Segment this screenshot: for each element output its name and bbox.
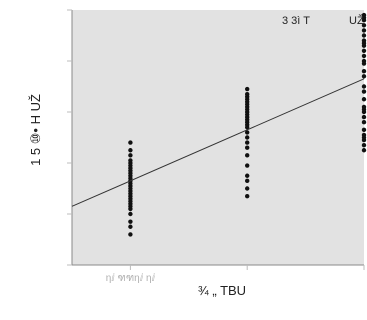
data-point-2-7 xyxy=(361,114,367,120)
x-axis-tick-labels: ηⅈ ฑฑηⅈ ηⅈ xyxy=(106,273,156,284)
data-point-2-25 xyxy=(361,23,367,28)
data-point-2-24 xyxy=(361,28,367,33)
data-point-1-9 xyxy=(245,130,250,135)
data-point-1-3 xyxy=(245,173,250,178)
data-point-2-28 xyxy=(361,12,367,18)
data-point-1-4 xyxy=(245,163,250,168)
data-points xyxy=(128,12,367,237)
data-point-0-3 xyxy=(128,211,133,217)
data-point-1-7 xyxy=(245,140,250,145)
data-point-2-14 xyxy=(361,74,367,79)
data-point-0-23 xyxy=(128,158,133,163)
data-point-2-23 xyxy=(361,33,367,38)
data-point-2-13 xyxy=(361,84,367,89)
data-point-2-11 xyxy=(361,97,367,102)
data-point-0-2 xyxy=(128,219,133,224)
x-axis-ticks xyxy=(129,265,365,270)
x-tick-label-0: ηⅈ ฑฑηⅈ ηⅈ xyxy=(106,273,156,284)
x-axis-label: ¾ „ TBU xyxy=(198,283,246,298)
data-point-2-5 xyxy=(361,127,367,133)
data-point-2-12 xyxy=(361,89,367,94)
data-point-1-24 xyxy=(245,86,250,92)
data-point-2-4 xyxy=(361,132,367,138)
data-point-0-24 xyxy=(128,153,133,158)
data-point-1-0 xyxy=(245,193,250,199)
data-point-2-6 xyxy=(361,120,367,125)
corner-label: UŽ xyxy=(349,14,364,27)
data-point-1-1 xyxy=(245,186,250,191)
data-point-2-17 xyxy=(361,58,367,64)
plot-panel xyxy=(72,10,364,265)
data-point-0-0 xyxy=(128,232,133,237)
data-point-1-2 xyxy=(245,178,250,184)
y-axis-ticks xyxy=(67,9,72,266)
data-point-0-25 xyxy=(128,148,133,153)
data-point-2-15 xyxy=(361,69,367,74)
data-point-0-1 xyxy=(128,224,133,229)
data-point-1-23 xyxy=(245,91,250,97)
data-point-1-5 xyxy=(245,153,250,158)
data-point-1-6 xyxy=(245,145,250,150)
data-point-2-0 xyxy=(361,148,367,153)
data-point-2-10 xyxy=(361,104,367,110)
annotation-label: 3 3ì T xyxy=(282,15,310,27)
data-point-0-26 xyxy=(128,140,133,145)
y-axis-label: 1 5 ⑩• H UŽ xyxy=(28,94,43,166)
data-point-2-19 xyxy=(361,48,367,53)
data-point-2-22 xyxy=(361,38,367,43)
data-point-2-18 xyxy=(361,53,367,59)
data-point-2-1 xyxy=(361,142,367,148)
fit-line xyxy=(71,78,365,207)
data-point-1-8 xyxy=(245,135,250,140)
